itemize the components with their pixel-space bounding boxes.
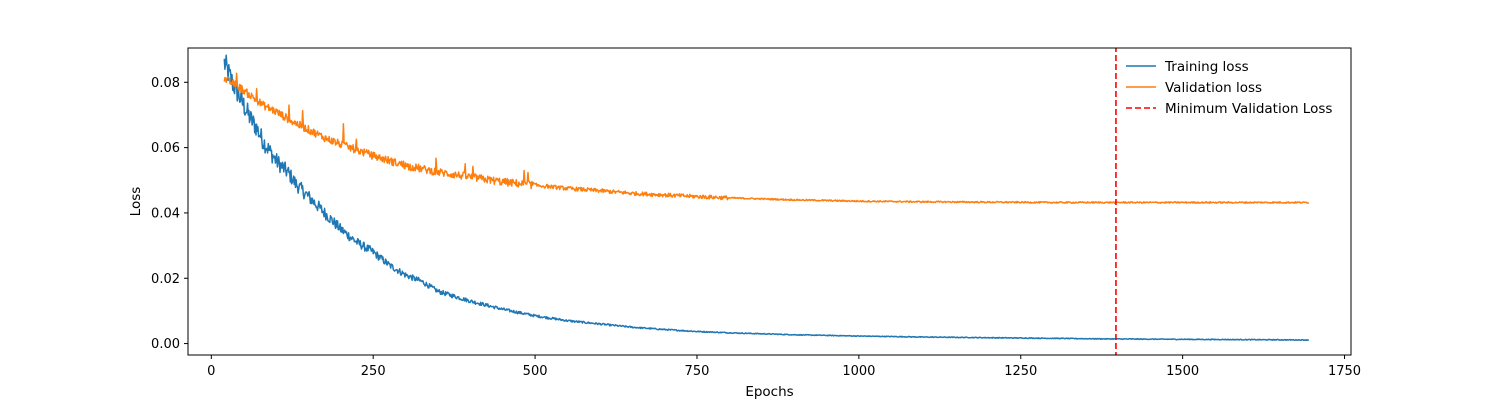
x-axis: 0 250 500 750 1000 1250 1500 1750 <box>207 355 1361 379</box>
x-tick-label: 500 <box>523 364 548 379</box>
validation-loss-line <box>223 72 1310 204</box>
y-tick-label: 0.02 <box>151 272 180 287</box>
plot-frame <box>187 47 1352 356</box>
x-tick-label: 250 <box>361 364 386 379</box>
x-tick-label: 750 <box>685 364 710 379</box>
y-axis: 0.00 0.02 0.04 0.06 0.08 <box>151 76 188 352</box>
x-tick-label: 1500 <box>1166 364 1199 379</box>
x-tick-label: 1750 <box>1328 364 1361 379</box>
x-tick-label: 1000 <box>842 364 875 379</box>
x-tick-label: 0 <box>207 364 215 379</box>
y-tick-label: 0.06 <box>151 141 180 156</box>
legend: Training loss Validation loss Minimum Vali… <box>1126 59 1332 117</box>
legend-label: Training loss <box>1164 59 1249 75</box>
training-loss-line <box>223 54 1310 342</box>
x-tick-label: 1250 <box>1004 364 1037 379</box>
legend-label: Minimum Validation Loss <box>1165 101 1332 117</box>
legend-label: Validation loss <box>1165 80 1262 96</box>
y-axis-label: Loss <box>128 187 144 217</box>
y-tick-label: 0.08 <box>151 76 180 91</box>
y-tick-label: 0.00 <box>151 337 180 352</box>
y-tick-label: 0.04 <box>151 206 180 221</box>
series-layer <box>223 48 1310 355</box>
x-axis-label: Epochs <box>745 384 793 400</box>
